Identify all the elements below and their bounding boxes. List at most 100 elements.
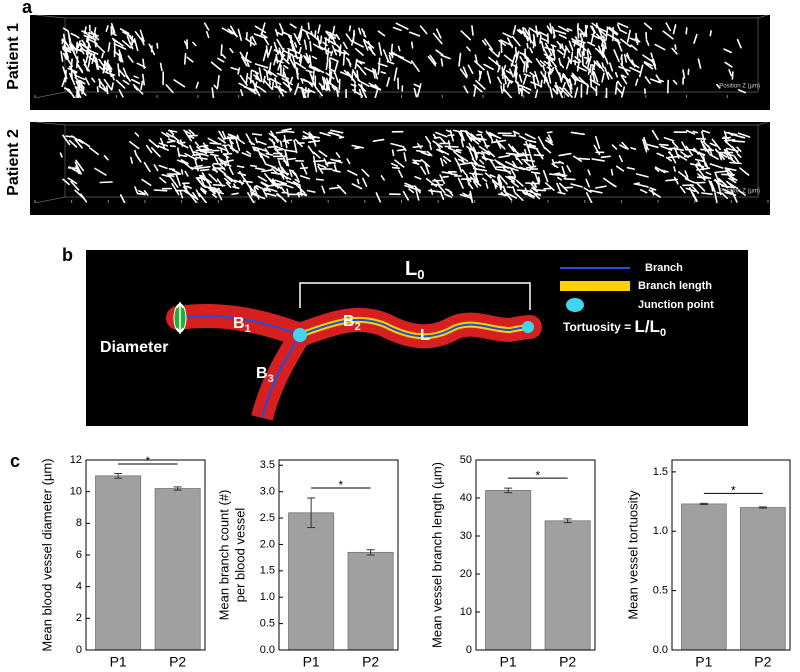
strip-title: Patient 2 — [5, 129, 22, 196]
b2-label: B2 — [343, 313, 361, 333]
y-tick-label: 1.0 — [653, 525, 668, 537]
plot-frame — [475, 459, 596, 651]
y-tick-label: 8 — [76, 517, 82, 529]
y-axis-label: Mean branch count (#) — [216, 490, 231, 621]
plot-frame — [671, 459, 791, 651]
legend-branch-length: Branch length — [638, 280, 712, 292]
diameter-label: Diameter — [100, 339, 168, 356]
axis-label: Position Z (µm) — [719, 84, 760, 90]
y-axis-label: Mean blood vessel diameter (µm) — [39, 458, 54, 651]
y-axis-label: per blood vessel — [232, 508, 247, 603]
bar — [740, 507, 786, 651]
y-tick-label: 0.0 — [653, 644, 668, 656]
label-text: B — [343, 313, 355, 330]
plot-frame — [278, 459, 399, 651]
diagram: L0 B1 B2 B3 L Diameter Branch Branch len… — [86, 250, 748, 426]
junction-point — [293, 328, 307, 342]
y-axis-label: Mean vessel tortuosity — [625, 490, 640, 620]
y-tick-label: 3.0 — [260, 486, 275, 498]
y-tick-label: 10 — [70, 486, 82, 498]
y-tick-label: 50 — [460, 454, 472, 466]
y-tick-label: 0 — [76, 644, 82, 656]
diameter-arrow — [176, 301, 184, 335]
tortuosity-formula: Tortuosity = L/L0 — [563, 317, 666, 338]
label-text: L — [405, 258, 417, 280]
bar — [485, 489, 532, 651]
panel-label: b — [62, 245, 73, 265]
legend-junction: Junction point — [638, 299, 714, 311]
y-tick-label: 10 — [460, 606, 472, 618]
junction-point — [522, 321, 534, 333]
l0-bracket — [299, 282, 531, 310]
bar — [95, 475, 142, 651]
legend-length-swatch — [560, 281, 630, 291]
y-tick-label: 30 — [460, 530, 472, 542]
y-tick-label: 1.0 — [260, 591, 275, 603]
label-sub: 2 — [355, 321, 361, 333]
label-text: B — [256, 365, 268, 382]
x-tick-label: P2 — [559, 654, 576, 670]
label-sub: 0 — [417, 267, 424, 282]
y-tick-label: 2 — [76, 612, 82, 624]
tick-strip — [30, 203, 770, 215]
y-tick-label: 12 — [70, 454, 82, 466]
x-tick-label: P2 — [362, 654, 379, 670]
y-tick-label: 0.5 — [653, 585, 668, 597]
x-tick-label: P1 — [695, 654, 712, 670]
y-tick-label: 6 — [76, 549, 82, 561]
y-tick-label: 3.5 — [260, 459, 275, 471]
y-tick-label: 1.5 — [260, 565, 275, 577]
significance-label: * — [731, 484, 736, 498]
y-tick-label: 1.5 — [653, 466, 668, 478]
y-tick-label: 40 — [460, 492, 472, 504]
y-tick-label: 0.5 — [260, 618, 275, 630]
legend-branch: Branch — [645, 262, 683, 274]
tick-strip — [30, 98, 770, 110]
bar — [347, 551, 394, 651]
panel-label: c — [10, 451, 20, 471]
volume-frame — [34, 121, 769, 204]
image-background — [30, 122, 770, 203]
y-tick-label: 2.0 — [260, 538, 275, 550]
y-axis-label: Mean vessel branch length (µm) — [429, 462, 444, 648]
formula-text: Tortuosity = — [563, 320, 634, 334]
bar — [288, 512, 335, 651]
b3-label: B3 — [256, 365, 274, 385]
label-text: B — [233, 315, 245, 332]
l-label: L — [420, 327, 430, 344]
b1-label: B1 — [233, 315, 251, 335]
significance-label: * — [339, 478, 344, 492]
y-tick-label: 4 — [76, 581, 82, 593]
axis-label: Position Z (µm) — [719, 189, 760, 195]
bar — [544, 520, 591, 651]
strip-title: Patient 1 — [5, 23, 22, 90]
vessel-network — [60, 22, 746, 104]
l0-label: L0 — [405, 258, 424, 282]
x-tick-label: P1 — [110, 654, 127, 670]
y-tick-label: 2.5 — [260, 512, 275, 524]
vessel-segments — [60, 22, 746, 104]
significance-label: * — [146, 454, 151, 468]
branch-line — [177, 315, 531, 419]
vessel-network — [59, 128, 751, 206]
x-tick-label: P2 — [754, 654, 771, 670]
label-sub: 1 — [245, 323, 251, 335]
x-tick-label: P1 — [303, 654, 320, 670]
label-sub: 3 — [268, 373, 274, 385]
bar — [681, 503, 727, 651]
vessel-segments — [59, 128, 751, 206]
x-tick-label: P2 — [169, 654, 186, 670]
plot-frame — [85, 459, 206, 651]
panel-label: a — [22, 0, 33, 17]
volume-frame — [34, 14, 769, 99]
bar — [154, 488, 201, 651]
y-tick-label: 0 — [466, 644, 472, 656]
y-tick-label: 20 — [460, 568, 472, 580]
formula-sub: 0 — [660, 327, 666, 339]
x-tick-label: P1 — [500, 654, 517, 670]
y-tick-label: 0.0 — [260, 644, 275, 656]
significance-label: * — [536, 468, 541, 482]
formula-ratio: L/L — [634, 317, 660, 336]
legend-junction-swatch — [566, 298, 584, 312]
